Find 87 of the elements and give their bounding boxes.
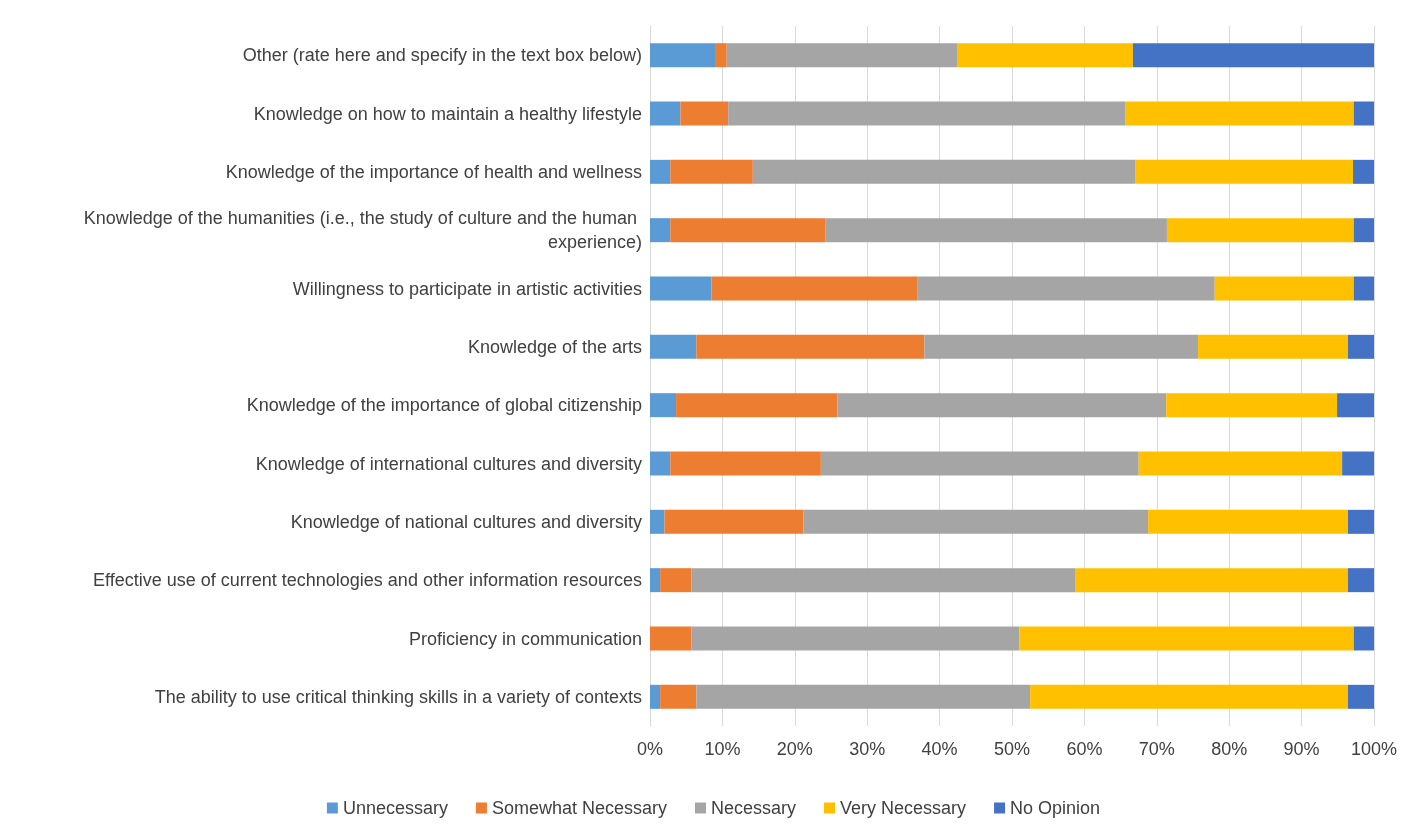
x-tick-label: 60%	[1066, 739, 1103, 759]
y-tick-label: Knowledge of the humanities (i.e., the study of culture and the human experience)	[83, 208, 642, 253]
x-tick-label: 90%	[1283, 739, 1320, 759]
bar	[728, 101, 1126, 126]
x-tick-label: 70%	[1138, 739, 1175, 759]
bar	[650, 626, 692, 651]
bar	[680, 101, 729, 126]
legend-label: Unnecessary	[342, 798, 448, 818]
bar	[715, 43, 727, 68]
bar	[660, 568, 692, 593]
bar	[650, 509, 665, 534]
bar	[726, 43, 958, 68]
bar	[837, 393, 1167, 418]
bar	[1198, 334, 1348, 359]
bar	[924, 334, 1199, 359]
y-tick-label: Effective use of current technologies and other information resources	[93, 570, 642, 591]
bar	[1125, 101, 1354, 126]
bar	[825, 218, 1167, 243]
x-tick-label: 40%	[921, 739, 958, 759]
bar	[650, 43, 716, 68]
x-tick-label: 0%	[636, 739, 664, 759]
x-tick-label: 50%	[993, 739, 1031, 759]
bar	[1138, 451, 1343, 476]
bar	[820, 451, 1139, 476]
bar	[650, 276, 712, 301]
legend-label: Somewhat Necessary	[491, 798, 668, 818]
bar	[1166, 218, 1354, 243]
x-tick-label: 10%	[704, 739, 741, 759]
bar	[1353, 159, 1374, 184]
bar	[650, 451, 671, 476]
bar	[696, 334, 925, 359]
bar	[670, 218, 826, 243]
bar	[1347, 509, 1374, 534]
y-tick-label: Knowledge of the importance of global citizenship	[246, 395, 642, 416]
bar	[1214, 276, 1354, 301]
y-tick-label: Knowledge of international cultures and diversity	[255, 453, 642, 474]
bar	[1347, 568, 1374, 593]
legend-label: No Opinion	[1010, 798, 1101, 818]
y-tick-label: Other (rate here and specify in the text box below)	[242, 45, 642, 66]
x-tick-label: 100%	[1350, 739, 1398, 759]
bar	[650, 568, 661, 593]
y-tick-label: Willingness to participate in artistic activities	[292, 278, 642, 299]
x-tick-label: 30%	[849, 739, 886, 759]
y-tick-label: Knowledge on how to maintain a healthy lifestyle	[253, 103, 642, 124]
bar	[1337, 393, 1374, 418]
bar	[650, 101, 681, 126]
bar	[711, 276, 918, 301]
bar	[1353, 276, 1374, 301]
x-tick-label: 20%	[776, 739, 813, 759]
bar	[1132, 43, 1374, 68]
bar	[1135, 159, 1353, 184]
bar	[1075, 568, 1348, 593]
bar	[1019, 626, 1354, 651]
bar	[752, 159, 1136, 184]
x-tick-label: 80%	[1211, 739, 1248, 759]
y-tick-label: The ability to use critical thinking skills in a variety of contexts	[154, 686, 642, 707]
bar	[660, 684, 697, 709]
bar	[1347, 684, 1374, 709]
bar	[691, 568, 1076, 593]
bar	[696, 684, 1031, 709]
bar	[1030, 684, 1348, 709]
bar	[1342, 451, 1374, 476]
y-tick-label: Proficiency in communication	[408, 628, 642, 649]
bar	[1353, 218, 1374, 243]
bar	[664, 509, 804, 534]
bar	[803, 509, 1149, 534]
bar	[650, 218, 671, 243]
bar	[957, 43, 1133, 68]
bar	[650, 334, 697, 359]
y-tick-label: Knowledge of national cultures and diversity	[290, 511, 642, 532]
bar	[691, 626, 1020, 651]
bar	[917, 276, 1215, 301]
y-tick-label: Knowledge of the importance of health and wellness	[225, 161, 642, 182]
bar	[650, 684, 661, 709]
bar	[670, 451, 821, 476]
bar	[1353, 626, 1374, 651]
bar	[1166, 393, 1338, 418]
bar	[676, 393, 838, 418]
y-tick-label: Knowledge of the arts	[467, 336, 642, 357]
bar	[1353, 101, 1374, 126]
legend-label: Necessary	[711, 798, 797, 818]
bar	[1148, 509, 1348, 534]
bar	[670, 159, 753, 184]
legend-label: Very Necessary	[840, 798, 967, 818]
bar	[650, 393, 677, 418]
bar	[1347, 334, 1374, 359]
bar	[650, 159, 671, 184]
